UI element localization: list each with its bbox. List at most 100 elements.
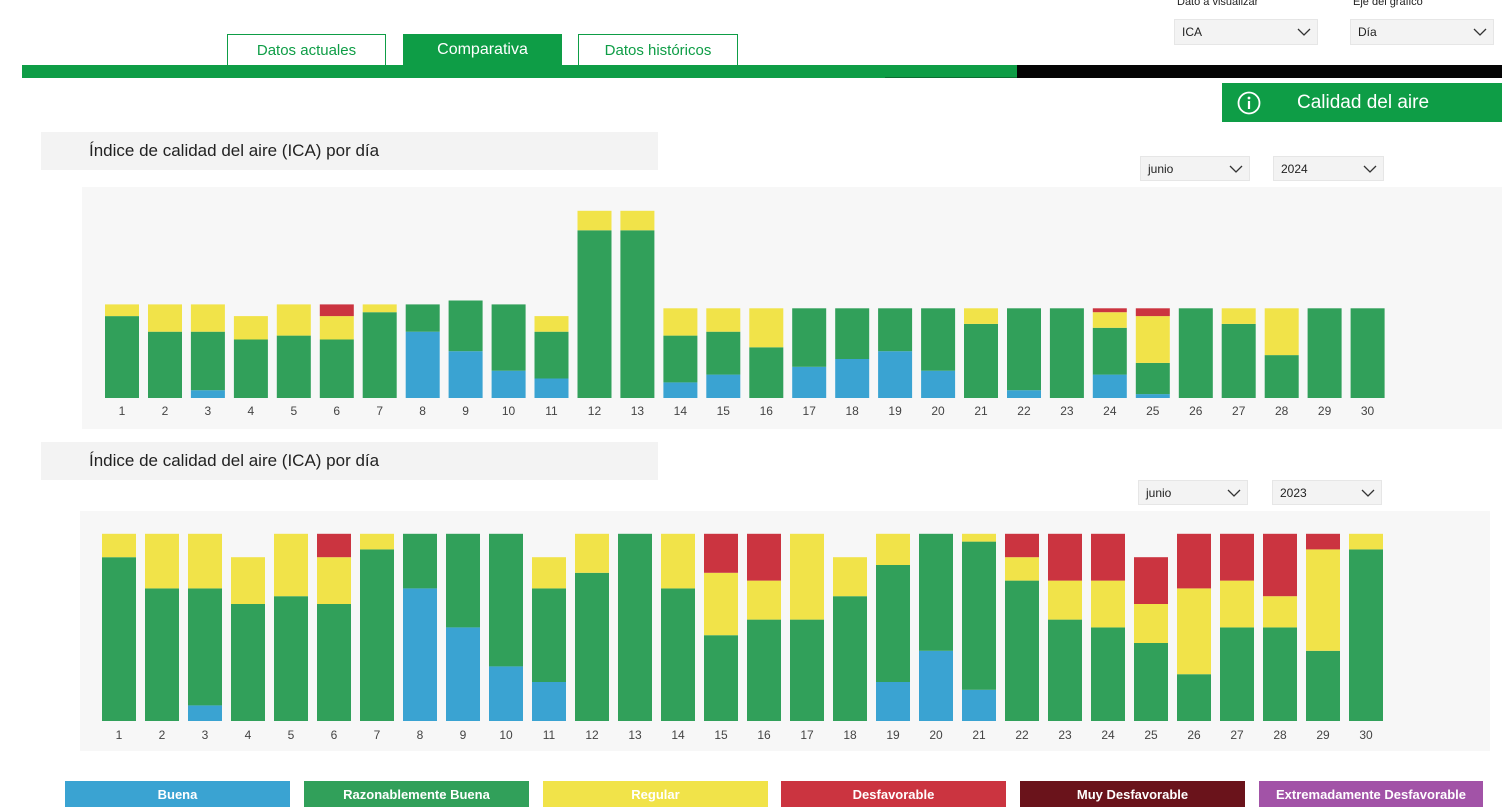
chart2-year-select[interactable]: 2023 xyxy=(1272,480,1382,505)
bar-segment[interactable] xyxy=(1049,308,1084,398)
bar-segment[interactable] xyxy=(190,304,225,332)
bar-segment[interactable] xyxy=(405,304,440,332)
legend-extremadamente-desfavorable[interactable]: Extremadamente Desfavorable xyxy=(1259,781,1483,807)
bar-segment[interactable] xyxy=(1092,312,1127,328)
bar-segment[interactable] xyxy=(145,533,179,589)
bar-segment[interactable] xyxy=(661,533,695,589)
bar-segment[interactable] xyxy=(747,580,781,620)
bar-segment[interactable] xyxy=(534,378,569,399)
bar-segment[interactable] xyxy=(1349,533,1383,550)
bar-segment[interactable] xyxy=(1177,588,1211,675)
bar-segment[interactable] xyxy=(964,308,998,324)
bar-segment[interactable] xyxy=(962,533,996,542)
bar-segment[interactable] xyxy=(231,604,265,721)
bar-segment[interactable] xyxy=(534,316,569,332)
bar-segment[interactable] xyxy=(319,316,354,340)
bar-segment[interactable] xyxy=(704,533,738,573)
bar-segment[interactable] xyxy=(704,635,738,721)
bar-segment[interactable] xyxy=(102,533,136,558)
bar-segment[interactable] xyxy=(1263,596,1297,628)
bar-segment[interactable] xyxy=(704,572,738,636)
bar-segment[interactable] xyxy=(1092,374,1127,398)
bar-segment[interactable] xyxy=(317,604,351,721)
dato-select[interactable]: ICA xyxy=(1174,19,1318,45)
tab-datos-actuales[interactable]: Datos actuales xyxy=(227,34,386,65)
bar-segment[interactable] xyxy=(319,304,354,317)
bar-segment[interactable] xyxy=(276,304,311,336)
bar-segment[interactable] xyxy=(188,533,222,589)
bar-segment[interactable] xyxy=(964,323,998,398)
bar-segment[interactable] xyxy=(276,335,311,398)
bar-segment[interactable] xyxy=(105,304,139,317)
bar-segment[interactable] xyxy=(663,335,698,383)
tab-datos-historicos[interactable]: Datos históricos xyxy=(578,34,738,65)
bar-segment[interactable] xyxy=(362,304,397,313)
bar-segment[interactable] xyxy=(706,331,741,375)
bar-segment[interactable] xyxy=(1135,316,1170,363)
bar-segment[interactable] xyxy=(145,588,179,721)
bar-segment[interactable] xyxy=(878,351,913,398)
bar-segment[interactable] xyxy=(1134,643,1168,721)
bar-segment[interactable] xyxy=(188,705,222,721)
legend-desfavorable[interactable]: Desfavorable xyxy=(781,781,1006,807)
bar-segment[interactable] xyxy=(663,382,698,398)
bar-segment[interactable] xyxy=(747,619,781,721)
bar-segment[interactable] xyxy=(1092,327,1127,375)
bar-segment[interactable] xyxy=(105,316,139,398)
bar-segment[interactable] xyxy=(790,619,824,721)
bar-segment[interactable] xyxy=(1350,308,1385,398)
bar-segment[interactable] xyxy=(403,588,437,721)
bar-segment[interactable] xyxy=(190,390,225,398)
bar-segment[interactable] xyxy=(661,588,695,721)
bar-segment[interactable] xyxy=(876,682,910,721)
legend-regular[interactable]: Regular xyxy=(543,781,768,807)
bar-segment[interactable] xyxy=(317,533,351,558)
bar-segment[interactable] xyxy=(1220,627,1254,721)
bar-segment[interactable] xyxy=(274,596,308,721)
bar-segment[interactable] xyxy=(491,304,526,371)
bar-segment[interactable] xyxy=(532,682,566,721)
bar-segment[interactable] xyxy=(1349,549,1383,721)
bar-segment[interactable] xyxy=(749,347,784,398)
bar-segment[interactable] xyxy=(231,557,265,604)
bar-segment[interactable] xyxy=(1134,604,1168,643)
bar-segment[interactable] xyxy=(706,374,741,398)
bar-segment[interactable] xyxy=(403,533,437,589)
bar-segment[interactable] xyxy=(317,557,351,604)
bar-segment[interactable] xyxy=(790,533,824,620)
bar-segment[interactable] xyxy=(706,308,741,332)
bar-segment[interactable] xyxy=(749,308,784,348)
bar-segment[interactable] xyxy=(835,308,870,359)
bar-segment[interactable] xyxy=(1091,580,1125,628)
bar-segment[interactable] xyxy=(1135,308,1170,317)
bar-segment[interactable] xyxy=(575,533,609,573)
bar-segment[interactable] xyxy=(1005,580,1039,721)
bar-segment[interactable] xyxy=(1007,308,1041,391)
bar-segment[interactable] xyxy=(1005,557,1039,581)
bar-segment[interactable] xyxy=(360,549,394,721)
chart1-year-select[interactable]: 2024 xyxy=(1273,156,1384,181)
bar-segment[interactable] xyxy=(1263,627,1297,721)
bar-segment[interactable] xyxy=(1306,549,1340,651)
bar-segment[interactable] xyxy=(188,588,222,706)
legend-buena[interactable]: Buena xyxy=(65,781,290,807)
bar-segment[interactable] xyxy=(919,533,953,651)
bar-segment[interactable] xyxy=(534,331,569,379)
bar-segment[interactable] xyxy=(921,370,956,398)
legend-razonablemente-buena[interactable]: Razonablemente Buena xyxy=(304,781,529,807)
bar-segment[interactable] xyxy=(1135,362,1170,395)
bar-segment[interactable] xyxy=(1264,308,1299,356)
bar-segment[interactable] xyxy=(833,596,867,721)
bar-segment[interactable] xyxy=(1220,580,1254,628)
bar-segment[interactable] xyxy=(1091,533,1125,581)
bar-segment[interactable] xyxy=(1177,674,1211,721)
bar-segment[interactable] xyxy=(577,230,612,398)
bar-segment[interactable] xyxy=(233,316,268,340)
bar-segment[interactable] xyxy=(362,312,397,398)
bar-segment[interactable] xyxy=(360,533,394,550)
legend-muy-desfavorable[interactable]: Muy Desfavorable xyxy=(1020,781,1245,807)
bar-segment[interactable] xyxy=(1178,308,1213,398)
bar-segment[interactable] xyxy=(1220,533,1254,581)
bar-segment[interactable] xyxy=(148,331,182,398)
bar-segment[interactable] xyxy=(1221,323,1256,398)
